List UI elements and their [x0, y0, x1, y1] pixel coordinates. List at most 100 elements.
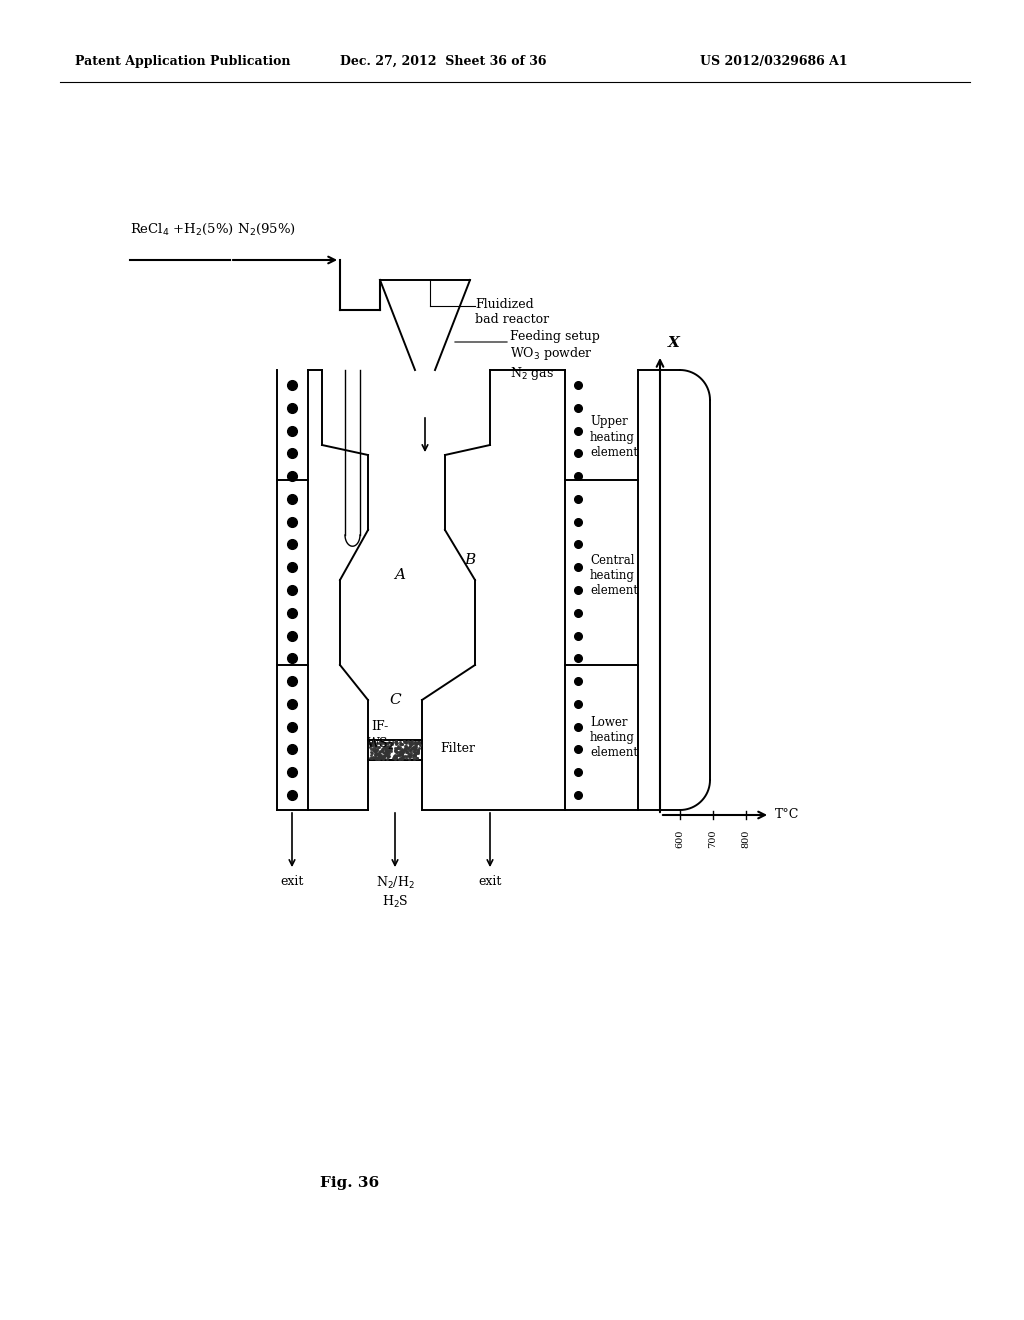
- Point: [411, 738, 427, 759]
- Point: [394, 747, 411, 768]
- Point: [379, 742, 395, 763]
- Point: [393, 734, 410, 755]
- Point: [390, 748, 407, 770]
- Point: [411, 743, 427, 764]
- Point: [406, 742, 422, 763]
- Point: [393, 743, 410, 764]
- Point: [406, 738, 422, 759]
- Point: [393, 734, 410, 755]
- Point: [380, 744, 396, 766]
- Point: [364, 742, 380, 763]
- Point: [394, 747, 411, 768]
- Point: [395, 742, 412, 763]
- Point: [393, 734, 410, 755]
- Point: [373, 731, 389, 752]
- Point: [401, 747, 418, 768]
- Point: [366, 733, 382, 754]
- Point: [389, 737, 406, 758]
- Point: [376, 733, 392, 754]
- Point: [381, 738, 397, 759]
- Point: [409, 733, 425, 754]
- Point: [393, 742, 410, 763]
- Point: [395, 746, 412, 767]
- Point: [395, 731, 412, 752]
- Point: [386, 741, 402, 762]
- Point: [377, 738, 393, 759]
- Point: [389, 744, 406, 766]
- Point: [371, 744, 387, 766]
- Point: [392, 731, 409, 752]
- Point: [378, 744, 394, 766]
- Point: [397, 735, 414, 756]
- Point: [387, 739, 403, 760]
- Point: [380, 746, 396, 767]
- Point: [365, 739, 381, 760]
- Point: [398, 733, 415, 754]
- Point: [410, 733, 426, 754]
- Text: 600: 600: [676, 830, 684, 849]
- Point: [367, 737, 383, 758]
- Point: [402, 731, 419, 752]
- Point: [384, 733, 400, 754]
- Point: [395, 747, 412, 768]
- Point: [381, 741, 397, 762]
- Point: [380, 747, 396, 768]
- Point: [397, 739, 414, 760]
- Point: [401, 743, 418, 764]
- Point: [387, 748, 403, 770]
- Point: [365, 747, 381, 768]
- Point: [379, 733, 395, 754]
- Point: [400, 742, 417, 763]
- Point: [377, 742, 393, 763]
- Point: [366, 734, 382, 755]
- Point: [378, 743, 394, 764]
- Point: [389, 742, 406, 763]
- Text: A: A: [394, 568, 406, 582]
- Point: [365, 737, 381, 758]
- Point: [386, 747, 402, 768]
- Point: [371, 746, 387, 767]
- Point: [409, 733, 425, 754]
- Point: [375, 746, 391, 767]
- Point: [400, 746, 417, 767]
- Point: [372, 741, 388, 762]
- Point: [390, 744, 407, 766]
- Point: [404, 741, 421, 762]
- Point: [374, 731, 390, 752]
- Point: [387, 742, 403, 763]
- Point: [378, 735, 394, 756]
- Text: Fluidized
bad reactor: Fluidized bad reactor: [475, 298, 549, 326]
- Point: [368, 748, 384, 770]
- Point: [393, 742, 410, 763]
- Point: [410, 733, 426, 754]
- Point: [408, 742, 424, 763]
- Point: [362, 748, 379, 770]
- Point: [377, 735, 393, 756]
- Point: [398, 741, 415, 762]
- Point: [407, 742, 423, 763]
- Point: [370, 743, 386, 764]
- Point: [374, 731, 390, 752]
- Point: [371, 733, 387, 754]
- Point: [381, 739, 397, 760]
- Point: [411, 733, 427, 754]
- Point: [369, 733, 385, 754]
- Point: [367, 747, 383, 768]
- Point: [362, 734, 379, 755]
- Point: [397, 731, 414, 752]
- Text: 700: 700: [709, 830, 718, 849]
- Point: [378, 741, 394, 762]
- Point: [396, 739, 413, 760]
- Point: [396, 738, 413, 759]
- Point: [411, 731, 427, 752]
- Point: [386, 747, 402, 768]
- Point: [402, 744, 419, 766]
- Point: [378, 742, 394, 763]
- Point: [377, 746, 393, 767]
- Point: [402, 741, 419, 762]
- Text: exit: exit: [281, 875, 304, 888]
- Point: [411, 739, 427, 760]
- Point: [379, 739, 395, 760]
- Point: [364, 735, 380, 756]
- Point: [369, 747, 385, 768]
